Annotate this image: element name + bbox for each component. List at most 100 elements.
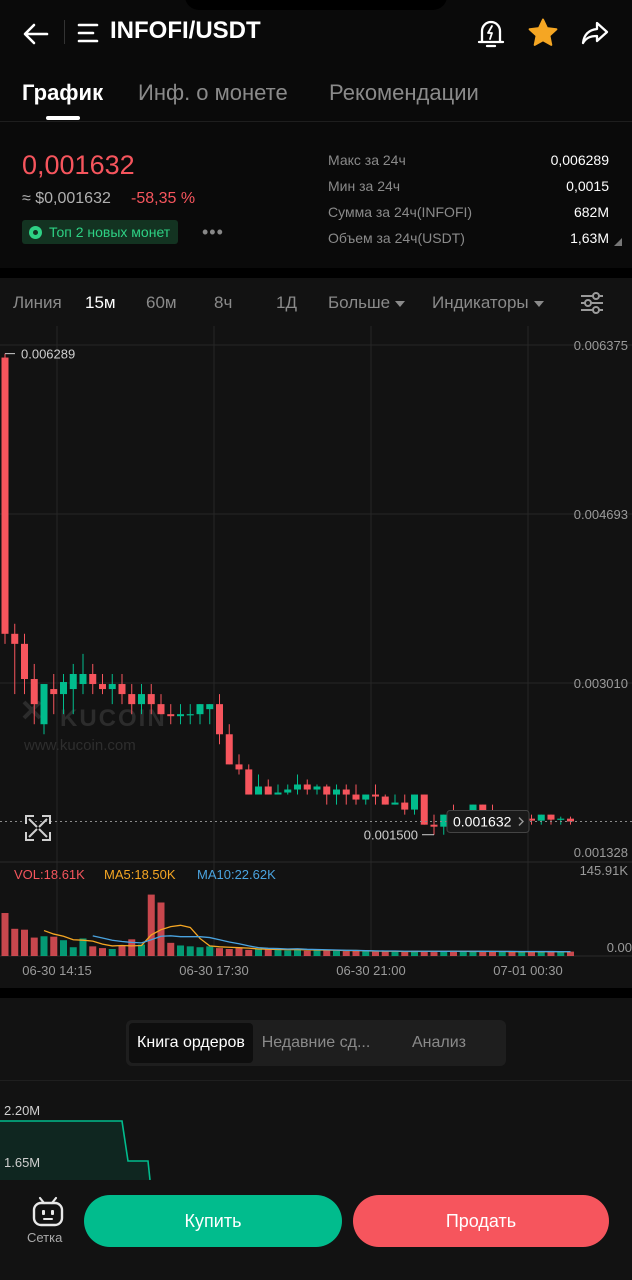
volume-bar — [401, 952, 409, 956]
volume-panel: VOL:18.61K MA5:18.50K MA10:22.62K 145.91K 0.… — [1, 863, 632, 956]
fullscreen-icon[interactable] — [25, 815, 51, 841]
candle — [255, 786, 262, 795]
high-price-label: 0.006289 — [21, 347, 75, 362]
candle — [420, 794, 428, 825]
section-separator — [0, 988, 632, 998]
volume-bar — [381, 951, 389, 956]
price-axis-label: 0.003010 — [574, 676, 628, 691]
volume-bar — [11, 928, 19, 956]
volume-bar — [99, 948, 106, 956]
candle — [274, 792, 282, 795]
section-separator — [0, 268, 632, 278]
candle — [11, 633, 19, 644]
candle — [118, 684, 126, 695]
candle — [1, 357, 9, 634]
volume-bar — [303, 950, 311, 956]
watermark-url: www.kucoin.com — [23, 737, 136, 754]
grid-bot-label: Сетка — [27, 1230, 63, 1245]
price-axis-label: 0.004693 — [574, 507, 628, 522]
volume-bar — [69, 947, 77, 956]
active-tab-underline — [46, 116, 80, 120]
interval-1d[interactable]: 1Д — [276, 293, 297, 312]
stat-label-high: Макс за 24ч — [328, 152, 406, 168]
indicators-dropdown[interactable]: Индикаторы — [432, 293, 544, 313]
candle — [60, 682, 67, 695]
interval-8h[interactable]: 8ч — [214, 293, 233, 312]
volume-bar — [50, 936, 58, 956]
volume-bar — [313, 949, 321, 956]
rank-badge[interactable]: Топ 2 новых монет — [22, 220, 179, 244]
sell-button[interactable]: Продать — [353, 1195, 609, 1247]
candle — [69, 673, 77, 690]
volume-bar — [118, 945, 126, 956]
volume-label: VOL:18.61K — [14, 867, 85, 882]
volume-bar — [196, 947, 204, 956]
volume-bar — [167, 942, 175, 956]
candle — [216, 704, 223, 735]
candle — [186, 714, 194, 716]
volume-bar — [30, 937, 38, 956]
candles — [1, 353, 574, 835]
volume-bar — [216, 948, 223, 956]
candle — [391, 802, 399, 805]
interval-more-dropdown[interactable]: Больше — [328, 293, 406, 313]
tab-analysis[interactable]: Анализ — [411, 1034, 466, 1051]
candle — [225, 734, 233, 765]
volume-bar — [40, 936, 48, 956]
volume-bar — [557, 952, 565, 956]
tab-recent-trades[interactable]: Недавние сд... — [261, 1034, 371, 1051]
volume-bar — [225, 948, 233, 956]
tab-coin-info[interactable]: Инф. о монете — [138, 80, 288, 105]
interval-line[interactable]: Линия — [13, 293, 62, 312]
back-arrow-icon[interactable] — [20, 18, 52, 50]
volume-bar — [206, 946, 214, 956]
tab-orderbook[interactable]: Книга ордеров — [129, 1023, 253, 1063]
candle — [235, 764, 243, 770]
price-axis-label: 0.006375 — [574, 338, 628, 353]
volume-bar — [1, 913, 9, 956]
current-price-label: 0.001632 — [453, 813, 512, 829]
candle — [323, 786, 331, 795]
candle — [167, 714, 175, 717]
pair-title[interactable]: INFOFI/USDT — [110, 17, 261, 44]
tab-recommendations[interactable]: Рекомендации — [329, 80, 479, 105]
chart-settings-icon[interactable] — [578, 290, 606, 316]
ma5-label: MA5:18.50K — [104, 867, 176, 882]
candlestick-chart[interactable]: KUCOIN www.kucoin.com 0.0062890.0015000.… — [0, 326, 632, 988]
chevron-right-icon — [518, 816, 524, 826]
volume-bar — [567, 951, 574, 956]
rank-badge-label: Топ 2 новых монет — [49, 224, 171, 240]
time-axis: 06-30 14:15 06-30 17:30 06-30 21:00 07-01 0… — [22, 963, 562, 978]
depth-chart: 2.20M 1.65M — [0, 1103, 151, 1180]
menu-icon[interactable] — [76, 21, 102, 45]
candle — [89, 673, 97, 685]
volume-bar — [177, 945, 184, 956]
depth-line — [0, 1120, 151, 1180]
volume-bar — [264, 949, 272, 956]
volume-bar — [391, 951, 399, 956]
stat-value-amount: 682M — [573, 204, 609, 220]
share-icon[interactable] — [578, 16, 612, 50]
interval-60m[interactable]: 60м — [146, 293, 177, 312]
candle — [284, 789, 292, 793]
more-dots-icon[interactable]: ••• — [202, 222, 224, 242]
grid-bot-icon[interactable] — [30, 1196, 66, 1230]
candle — [313, 786, 321, 790]
star-icon[interactable] — [526, 16, 560, 50]
candle — [108, 684, 116, 690]
candle — [537, 814, 545, 821]
tab-chart[interactable]: График — [22, 80, 104, 105]
watermark-brand: KUCOIN — [60, 705, 167, 732]
buy-button[interactable]: Купить — [84, 1195, 342, 1247]
candle — [147, 694, 155, 705]
time-axis-label: 06-30 14:15 — [22, 963, 91, 978]
volume-bar — [89, 946, 97, 956]
ma10-label: MA10:22.62K — [197, 867, 276, 882]
interval-15m[interactable]: 15м — [85, 293, 116, 312]
candle — [294, 784, 301, 790]
volume-bar — [537, 951, 545, 956]
candle — [528, 818, 535, 821]
alarm-bell-icon[interactable] — [476, 17, 506, 49]
current-price-tag — [446, 809, 530, 833]
